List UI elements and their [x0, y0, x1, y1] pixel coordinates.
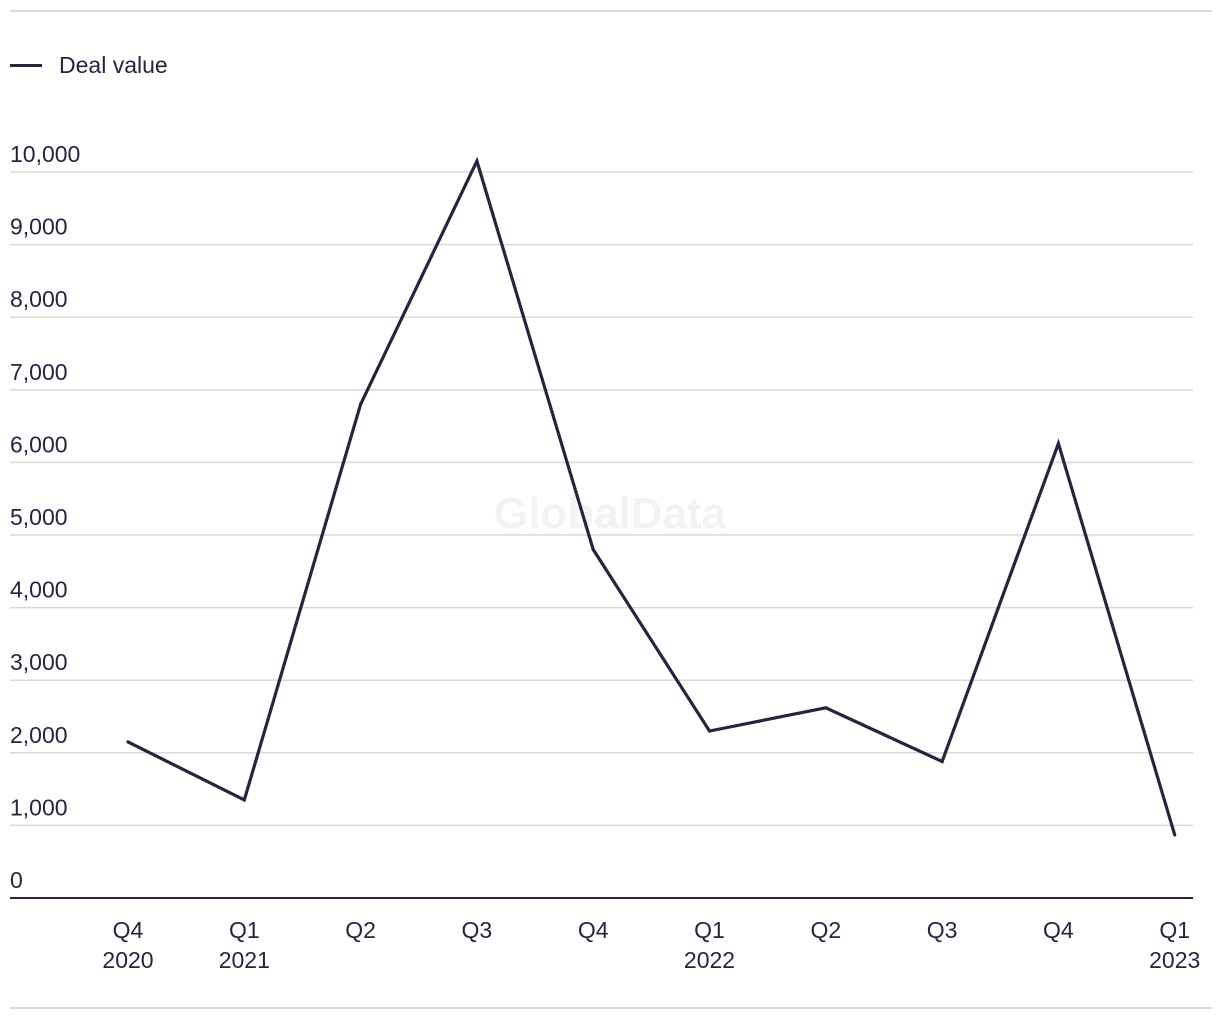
x-tick-year-label: 2022 — [684, 947, 735, 973]
top-rule — [10, 10, 1212, 12]
data-point — [940, 759, 944, 764]
x-tick-label: Q2 — [810, 917, 841, 943]
x-tick-label: Q4 — [1043, 917, 1074, 943]
series-line — [127, 156, 1177, 836]
data-point — [1056, 441, 1060, 446]
watermark: GlobalData — [494, 489, 727, 538]
data-point — [591, 547, 595, 552]
y-tick-label: 1,000 — [10, 794, 68, 820]
legend-swatch — [10, 64, 42, 67]
legend: Deal value — [10, 52, 168, 79]
x-tick-label: Q1 — [1159, 917, 1190, 943]
x-tick-label: Q4 — [113, 917, 144, 943]
data-point — [242, 798, 246, 802]
y-tick-label: 4,000 — [10, 577, 68, 603]
y-tick-label: 7,000 — [10, 359, 68, 385]
bottom-rule — [10, 1007, 1212, 1009]
x-tick-label: Q3 — [927, 917, 958, 943]
data-point — [126, 740, 130, 744]
y-axis-tick-labels: 0 1,000 2,000 3,000 4,000 5,000 6,000 7,000 8,00… — [10, 141, 80, 893]
x-tick-year-label: 2021 — [219, 947, 270, 973]
y-tick-label: 10,000 — [10, 141, 80, 167]
y-tick-label: 5,000 — [10, 504, 68, 530]
y-tick-label: 3,000 — [10, 649, 68, 675]
x-tick-label: Q4 — [578, 917, 609, 943]
x-tick-label: Q1 — [229, 917, 260, 943]
x-axis-tick-labels: Q4 2020 Q1 2021 Q2 Q3 Q4 Q1 2022 Q2 Q3 Q4 Q1 2023 — [102, 917, 1200, 973]
y-tick-label: 8,000 — [10, 286, 68, 312]
data-point — [1173, 833, 1177, 837]
x-tick-label: Q1 — [694, 917, 725, 943]
y-tick-label: 2,000 — [10, 722, 68, 748]
series-deal-value — [126, 156, 1177, 837]
data-point — [707, 729, 712, 733]
x-tick-label: Q2 — [345, 917, 376, 943]
x-tick-label: Q3 — [462, 917, 493, 943]
y-tick-label: 9,000 — [10, 214, 68, 240]
legend-label: Deal value — [59, 52, 168, 78]
data-point — [359, 402, 363, 406]
x-tick-year-label: 2020 — [102, 947, 153, 973]
y-tick-label: 6,000 — [10, 431, 68, 457]
y-tick-label: 0 — [10, 867, 23, 893]
data-point — [475, 159, 479, 163]
x-tick-year-label: 2023 — [1149, 947, 1200, 973]
data-point — [824, 706, 828, 710]
grid-lines — [10, 171, 1193, 827]
